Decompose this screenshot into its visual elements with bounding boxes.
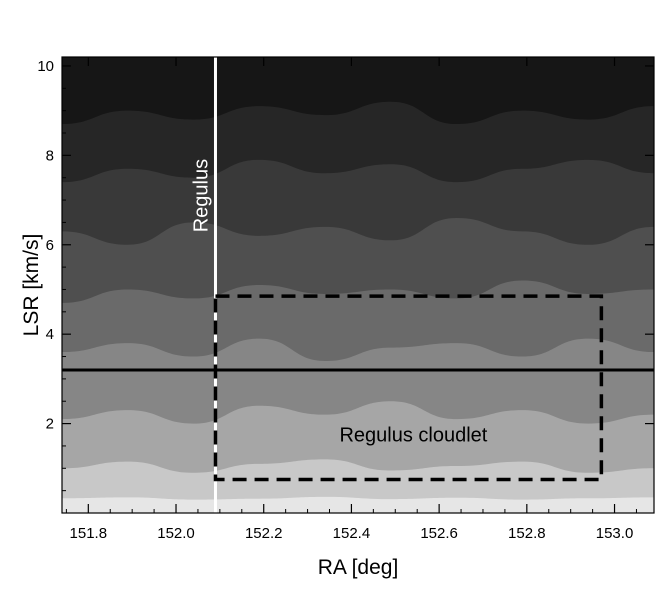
y-tick-label: 10	[37, 58, 54, 75]
y-tick-label: 6	[46, 237, 54, 254]
plot-frame	[61, 56, 655, 514]
annotation-lines	[62, 57, 654, 513]
regulus-cloudlet-annotation: Regulus cloudlet	[339, 424, 487, 446]
x-axis-label: RA [deg]	[318, 556, 399, 579]
x-tick-label: 152.2	[245, 525, 283, 542]
contour-bands	[62, 57, 654, 513]
x-tick-label: 153.0	[596, 525, 634, 542]
y-tick-label: 2	[46, 416, 54, 433]
contour-band-8	[62, 57, 654, 125]
axis-ticks: 151.8 152.0 152.2 152.4 152.6 152.8 153.0 2 4 6 8 1…	[37, 57, 654, 542]
y-axis-label: LSR [km/s]	[20, 234, 43, 337]
x-tick-label: 152.0	[157, 525, 195, 542]
x-tick-label: 152.6	[420, 525, 458, 542]
x-tick-label: 152.8	[508, 525, 546, 542]
y-tick-label: 4	[46, 326, 54, 343]
x-tick-label: 152.4	[333, 525, 371, 542]
y-tick-label: 8	[46, 147, 54, 164]
x-tick-label: 151.8	[70, 525, 108, 542]
regulus-annotation: Regulus	[190, 159, 212, 232]
cloudlet-dashed-box	[213, 294, 604, 482]
